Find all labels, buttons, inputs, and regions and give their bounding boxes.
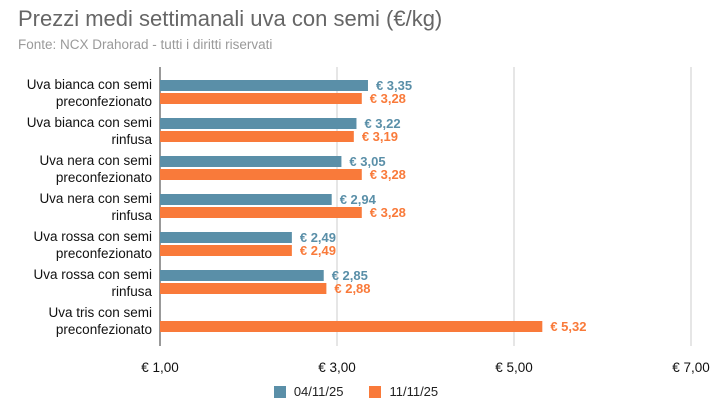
category-label-5-line-0: Uva rossa con semi: [33, 267, 152, 282]
bar-series-2-cat-0[interactable]: [160, 93, 362, 104]
bars: [160, 80, 543, 332]
chart-title: Prezzi medi settimanali uva con semi (€/…: [18, 6, 443, 31]
category-label-2-line-0: Uva nera con semi: [39, 153, 152, 168]
bar-series-2-cat-2[interactable]: [160, 169, 362, 180]
data-label-series-2-cat-5: € 2,88: [334, 281, 370, 296]
bar-series-2-cat-6[interactable]: [160, 321, 543, 332]
bar-series-1-cat-5[interactable]: [160, 270, 324, 281]
tick-label-0: € 1,00: [141, 360, 179, 375]
legend: 04/11/25 11/11/25: [0, 384, 712, 399]
data-label-series-1-cat-4: € 2,49: [300, 230, 336, 245]
data-label-series-1-cat-2: € 3,05: [349, 154, 385, 169]
category-label-5-line-1: rinfusa: [111, 284, 152, 299]
category-label-1-line-1: rinfusa: [111, 132, 152, 147]
bar-series-2-cat-4[interactable]: [160, 245, 292, 256]
data-label-series-2-cat-3: € 3,28: [370, 205, 406, 220]
legend-swatch-series-2: [369, 385, 382, 398]
legend-label-series-1: 04/11/25: [293, 384, 344, 399]
bar-series-2-cat-1[interactable]: [160, 131, 354, 142]
data-label-series-1-cat-3: € 2,94: [340, 192, 377, 207]
data-label-series-2-cat-2: € 3,28: [370, 167, 406, 182]
labels: € 1,00 € 3,00 € 5,00 € 7,00 Uva bianca con s…: [27, 77, 710, 375]
bar-series-1-cat-3[interactable]: [160, 194, 332, 205]
grid-lines: [159, 67, 692, 346]
bar-series-1-cat-4[interactable]: [160, 232, 292, 243]
data-label-series-1-cat-0: € 3,35: [376, 78, 412, 93]
data-label-series-1-cat-1: € 3,22: [364, 116, 400, 131]
bar-series-1-cat-0[interactable]: [160, 80, 368, 91]
bar-series-1-cat-1[interactable]: [160, 118, 357, 129]
tick-label-3: € 7,00: [672, 360, 710, 375]
category-label-1-line-0: Uva bianca con semi: [27, 115, 152, 130]
data-label-series-2-cat-6: € 5,32: [550, 319, 586, 334]
bar-series-1-cat-2[interactable]: [160, 156, 342, 167]
legend-item-series-1[interactable]: 04/11/25: [273, 384, 344, 399]
category-label-0-line-1: preconfezionato: [56, 94, 152, 109]
category-label-4-line-0: Uva rossa con semi: [33, 229, 152, 244]
bar-series-2-cat-3[interactable]: [160, 207, 362, 218]
category-label-3-line-1: rinfusa: [111, 208, 152, 223]
chart-subtitle: Fonte: NCX Drahorad - tutti i diritti ri…: [18, 37, 273, 52]
bar-series-2-cat-5[interactable]: [160, 283, 327, 294]
category-label-6-line-1: preconfezionato: [56, 322, 152, 337]
data-label-series-2-cat-1: € 3,19: [362, 129, 398, 144]
data-label-series-2-cat-0: € 3,28: [370, 91, 406, 106]
data-label-series-2-cat-4: € 2,49: [300, 243, 336, 258]
category-label-0-line-0: Uva bianca con semi: [27, 77, 152, 92]
category-label-4-line-1: preconfezionato: [56, 246, 152, 261]
category-label-3-line-0: Uva nera con semi: [39, 191, 152, 206]
tick-label-1: € 3,00: [318, 360, 356, 375]
legend-item-series-2[interactable]: 11/11/25: [369, 384, 438, 399]
category-label-2-line-1: preconfezionato: [56, 170, 152, 185]
data-label-series-1-cat-5: € 2,85: [332, 268, 368, 283]
tick-label-2: € 5,00: [495, 360, 533, 375]
legend-swatch-series-1: [273, 385, 286, 398]
category-label-6-line-0: Uva tris con semi: [48, 305, 152, 320]
legend-label-series-2: 11/11/25: [389, 384, 439, 399]
